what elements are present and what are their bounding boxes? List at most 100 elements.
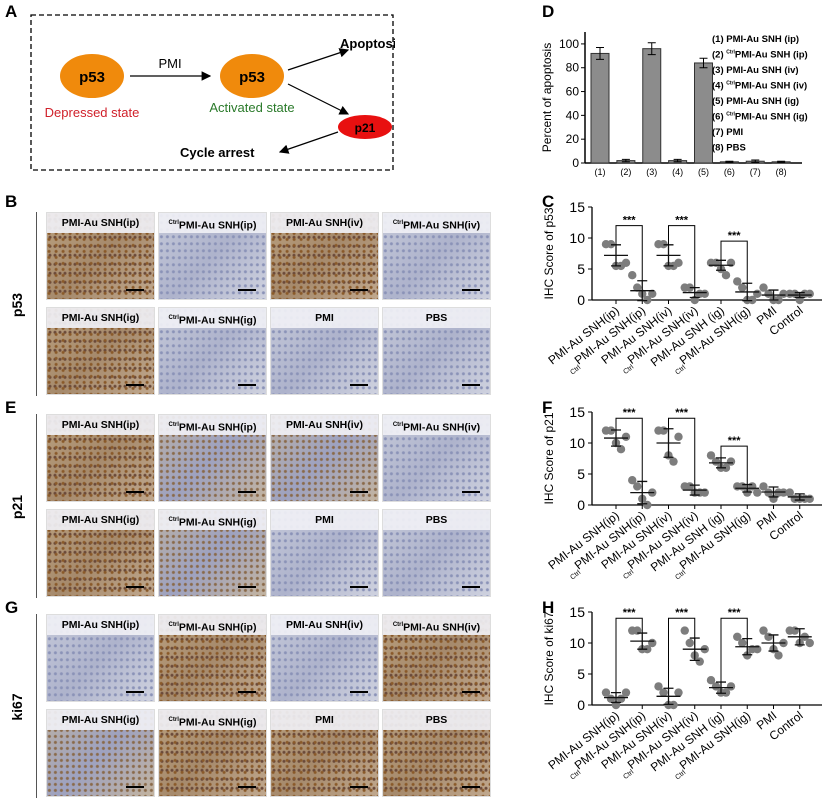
- micrograph-p21-4: CtrlPMI-Au SNH(iv): [382, 414, 491, 502]
- micrograph-caption: CtrlPMI-Au SNH(iv): [383, 615, 490, 635]
- y-tick-label: 5: [577, 466, 585, 482]
- mean-sd-bar: [604, 244, 628, 267]
- scale-bar: [126, 384, 144, 386]
- micrograph-ki67-2: CtrlPMI-Au SNH(ip): [158, 614, 267, 702]
- data-point: [711, 457, 721, 466]
- error-bar-5: [699, 57, 708, 69]
- data-point: [685, 482, 694, 491]
- micrograph-caption: PBS: [383, 710, 490, 730]
- y-tick-label: 20: [566, 132, 580, 146]
- error-bar-2: [621, 158, 630, 163]
- data-point: [601, 688, 611, 697]
- p53-label-left: p53: [79, 69, 105, 86]
- data-point: [674, 688, 683, 697]
- dashed-frame: [30, 14, 394, 171]
- micrograph-caption: CtrlPMI-Au SNH(ip): [159, 615, 266, 635]
- caption-text: PMI-Au SNH(iv): [286, 619, 363, 631]
- data-point: [805, 638, 814, 648]
- significance-bracket: [668, 617, 696, 689]
- legend-name: PMI-Au SNH (iv): [735, 81, 807, 92]
- scale-bar: [238, 691, 256, 693]
- caption-text: PMI-Au SNH(ip): [61, 217, 140, 229]
- mean-sd-bar: [787, 628, 812, 646]
- micrograph-p53-6: CtrlPMI-Au SNH(ig): [158, 307, 267, 395]
- micrograph-p21-7: PMI: [270, 509, 379, 597]
- y-tick-label: 10: [569, 230, 585, 246]
- scale-bar: [462, 691, 480, 693]
- micrograph-caption: PMI-Au SNH(ip): [47, 615, 154, 635]
- scale-bar: [462, 289, 480, 291]
- data-point: [733, 632, 742, 641]
- data-point: [774, 651, 783, 660]
- caption-text: PMI-Au SNH(ig): [61, 514, 140, 526]
- mean-sd-bar: [682, 484, 707, 496]
- legend-name: PMI-Au SNH (iv): [726, 65, 798, 76]
- mean-sd-bar: [735, 282, 760, 302]
- legend-name: PBS: [726, 143, 746, 154]
- data-point: [628, 271, 637, 280]
- y-tick-label: 0: [577, 292, 585, 308]
- caption-text: PMI: [315, 312, 334, 324]
- ctrl-superscript: Ctrl: [168, 622, 179, 628]
- mean-sd-bar: [630, 280, 655, 302]
- ctrl-superscript: Ctrl: [168, 717, 179, 723]
- legend-entry-1: (1) PMI-Au SNH (ip): [712, 34, 799, 45]
- caption-text: PMI-Au SNH(ig): [61, 312, 140, 324]
- mean-sd-bar: [604, 691, 628, 704]
- significance-label: ***: [623, 607, 637, 619]
- ctrl-superscript: Ctrl: [392, 220, 404, 226]
- scale-bar: [238, 491, 256, 493]
- legend-num: (8): [712, 143, 724, 154]
- scale-bar: [126, 491, 144, 493]
- mean-sd-bar: [682, 286, 707, 299]
- caption-text: PBS: [425, 514, 448, 526]
- bar-5: [694, 62, 713, 164]
- mean-sd-bar: [761, 486, 786, 498]
- caption-text: PBS: [425, 312, 448, 324]
- data-point: [621, 432, 631, 441]
- micrograph-caption: PMI: [271, 710, 378, 730]
- ctrl-superscript: Ctrl: [392, 622, 404, 628]
- scale-bar: [238, 384, 256, 386]
- mean-sd-bar: [630, 632, 655, 650]
- mean-sd-bar: [735, 638, 760, 656]
- legend-num: (1): [712, 34, 724, 45]
- scale-bar: [126, 691, 144, 693]
- significance-bracket: [720, 617, 748, 683]
- legend-ctrl: Ctrl: [726, 112, 735, 118]
- micrograph-caption: PBS: [383, 308, 490, 328]
- data-point: [764, 289, 773, 298]
- significance-bracket: [720, 240, 748, 284]
- data-point: [726, 682, 736, 691]
- data-point: [779, 289, 788, 298]
- x-tick-label: (8): [776, 167, 787, 177]
- scale-bar: [462, 384, 480, 386]
- mean-sd-bar: [682, 637, 707, 662]
- data-point: [785, 488, 794, 497]
- micrograph-caption: CtrlPMI-Au SNH(ig): [159, 308, 266, 328]
- mean-sd-bar: [630, 480, 655, 505]
- significance-label: ***: [675, 215, 689, 227]
- micrograph-caption: CtrlPMI-Au SNH(ig): [159, 510, 266, 530]
- legend-ctrl: Ctrl: [726, 50, 735, 56]
- micrograph-caption: PMI-Au SNH(ip): [47, 213, 154, 233]
- mean-sd-bar: [656, 687, 681, 706]
- micrograph-p53-7: PMI: [270, 307, 379, 395]
- legend-entry-2: (2) CtrlPMI-Au SNH (ip): [712, 50, 808, 61]
- micrograph-caption: CtrlPMI-Au SNH(ip): [159, 415, 266, 435]
- micrograph-ki67-4: CtrlPMI-Au SNH(iv): [382, 614, 491, 702]
- p21-arrow: [287, 83, 350, 115]
- y-tick-label: 15: [569, 199, 585, 215]
- data-point: [733, 277, 742, 286]
- y-axis-label: Percent of apoptosis: [540, 43, 554, 152]
- data-point: [643, 500, 652, 510]
- data-point: [628, 476, 637, 485]
- y-tick-label: 0: [577, 497, 585, 513]
- data-point: [680, 626, 689, 635]
- micrograph-p53-8: PBS: [382, 307, 491, 395]
- micrograph-caption: PMI-Au SNH(ig): [47, 710, 154, 730]
- micrograph-p53-4: CtrlPMI-Au SNH(iv): [382, 212, 491, 300]
